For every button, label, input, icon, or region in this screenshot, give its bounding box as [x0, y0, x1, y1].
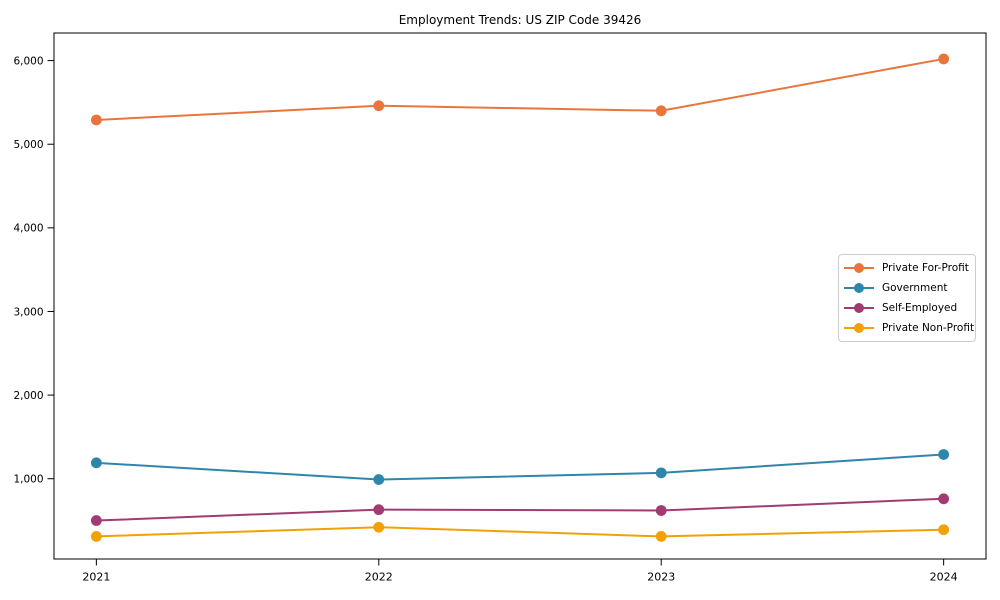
- data-point-self-employed-2022: [373, 504, 385, 516]
- legend-marker-icon: [854, 303, 864, 313]
- legend-marker-icon: [854, 323, 864, 333]
- series-line-private-for-profit: [95, 57, 945, 121]
- x-axis-tick-label: 2021: [82, 571, 110, 584]
- y-axis-tick-label: 2,000: [13, 390, 43, 402]
- legend-item: Private Non-Profit: [844, 318, 975, 338]
- data-point-private-non-profit-2021: [90, 531, 102, 542]
- legend-label: Government: [882, 282, 948, 294]
- y-axis-tick-label: 1,000: [13, 474, 43, 486]
- data-point-private-for-profit-2022: [373, 100, 385, 112]
- x-axis-tick-label: 2024: [930, 571, 958, 584]
- x-axis-tick-label: 2023: [647, 571, 675, 584]
- data-point-government-2022: [373, 474, 385, 485]
- legend-item: Private For-Profit: [844, 258, 971, 278]
- legend-item: Self-Employed: [844, 298, 971, 318]
- data-point-government-2024: [938, 449, 950, 460]
- data-point-private-for-profit-2021: [90, 114, 102, 126]
- series-line-government: [95, 453, 945, 481]
- plot-border: [53, 32, 987, 560]
- data-point-self-employed-2021: [90, 515, 102, 526]
- data-point-private-non-profit-2024: [938, 524, 950, 536]
- x-axis-tick-label: 2022: [365, 571, 393, 584]
- legend-marker-icon: [854, 263, 864, 273]
- data-point-private-non-profit-2022: [373, 521, 385, 533]
- y-axis-tick-label: 3,000: [13, 306, 43, 318]
- data-point-private-non-profit-2023: [655, 531, 667, 542]
- series-line-self-employed: [95, 497, 945, 522]
- series-line-private-non-profit: [95, 526, 945, 538]
- legend-swatch-icon: [844, 283, 874, 294]
- data-point-private-for-profit-2023: [655, 105, 667, 117]
- data-point-government-2021: [90, 457, 102, 469]
- y-axis-tick-label: 5,000: [13, 139, 43, 151]
- data-point-self-employed-2024: [938, 493, 950, 505]
- legend-swatch-icon: [844, 303, 874, 314]
- legend: Private For-Profit Government Self-Employe…: [838, 254, 976, 342]
- legend-swatch-icon: [844, 263, 874, 274]
- legend-label: Private Non-Profit: [882, 322, 975, 334]
- legend-item: Government: [844, 278, 971, 298]
- y-axis-tick-label: 4,000: [13, 223, 43, 235]
- chart-title: Employment Trends: US ZIP Code 39426: [398, 13, 642, 27]
- data-point-private-for-profit-2024: [938, 53, 950, 65]
- legend-swatch-icon: [844, 323, 874, 334]
- legend-label: Private For-Profit: [882, 262, 969, 274]
- legend-marker-icon: [854, 283, 864, 293]
- data-point-government-2023: [655, 467, 667, 479]
- y-axis-tick-label: 6,000: [13, 55, 43, 67]
- legend-label: Self-Employed: [882, 302, 958, 314]
- data-point-self-employed-2023: [655, 505, 667, 516]
